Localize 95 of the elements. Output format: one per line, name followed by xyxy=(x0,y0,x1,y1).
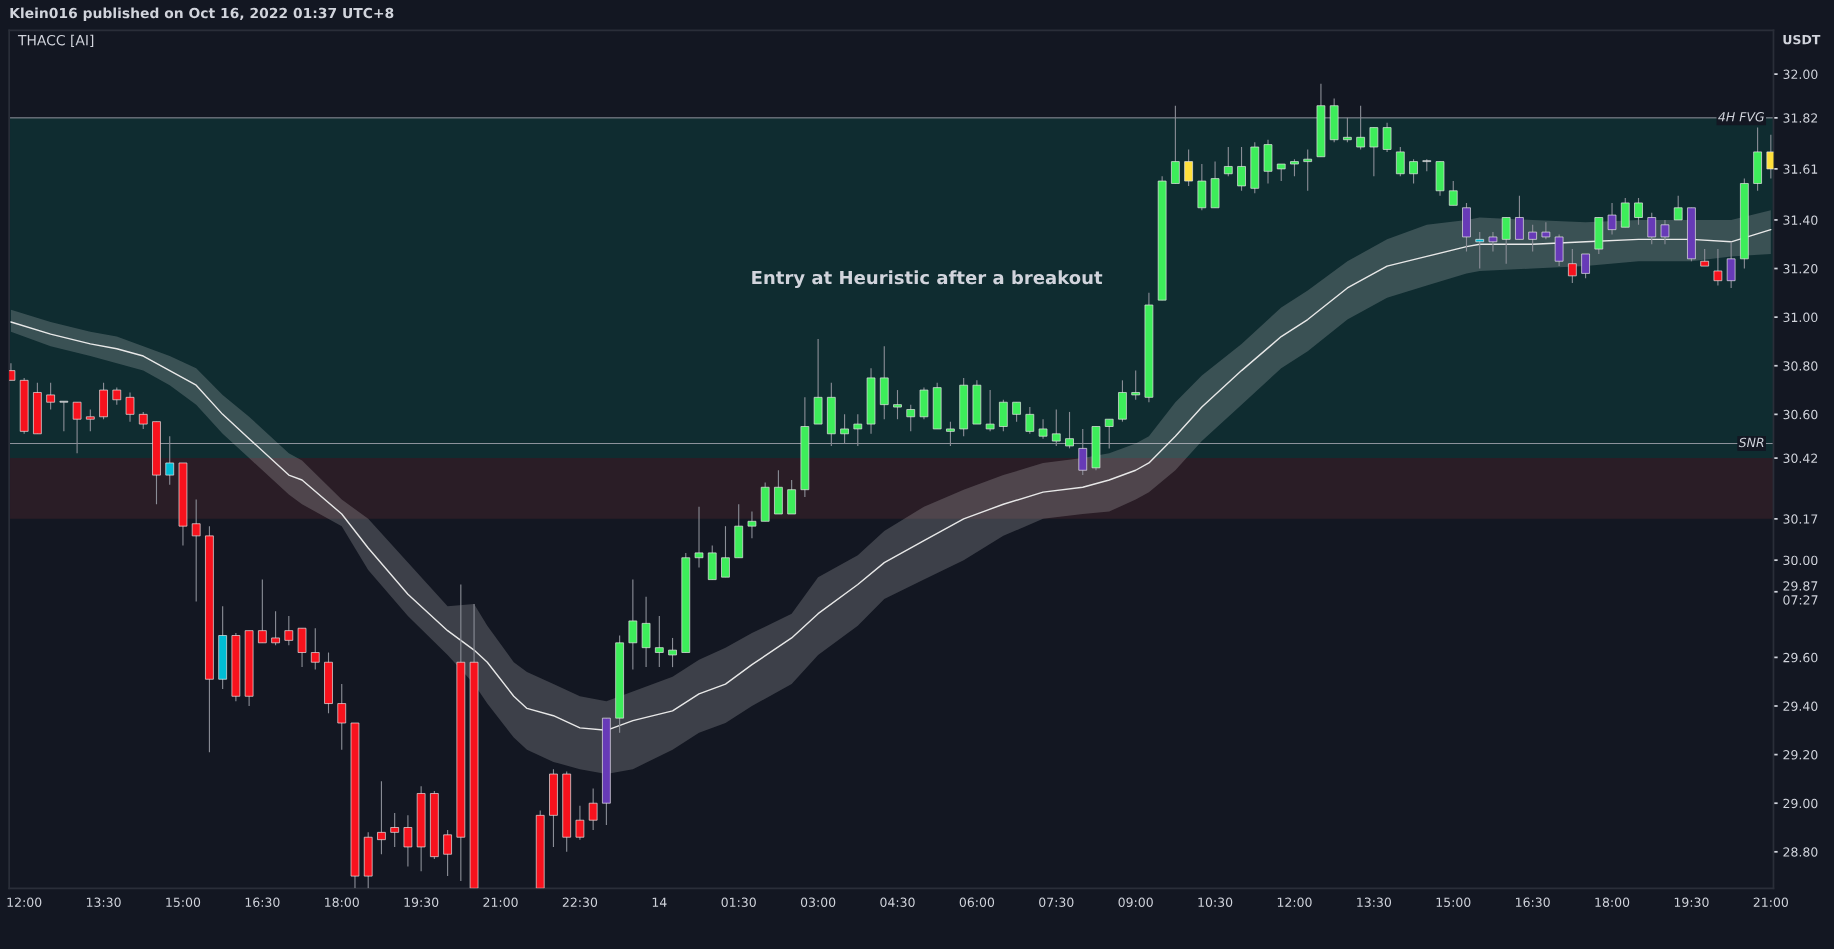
candlestick xyxy=(377,780,386,855)
text: Klein016 published on Oct 16, 2022 01:37 UTC+8 xyxy=(10,7,394,21)
x-tick-label: 16:30 xyxy=(1516,897,1550,907)
candlestick xyxy=(1726,241,1736,289)
candlestick xyxy=(443,829,452,877)
y-tick-label: 30.60 xyxy=(1783,409,1818,420)
candlestick xyxy=(1713,248,1723,287)
y-tick-label: 30.42 xyxy=(1783,453,1818,464)
y-tick-label: 30.00 xyxy=(1783,555,1818,566)
candlestick xyxy=(46,382,55,411)
candlestick xyxy=(1131,370,1140,401)
candlestick xyxy=(575,805,585,841)
x-tick-label: 12:00 xyxy=(1277,897,1312,907)
candlestick xyxy=(1448,180,1458,206)
y-tick-label: 31.20 xyxy=(1783,264,1818,274)
candlestick xyxy=(1568,248,1577,284)
x-tick-label: 22:30 xyxy=(562,897,598,907)
y-tick-label: 29.87 07:27 xyxy=(1783,581,1818,605)
candlestick xyxy=(1581,253,1590,279)
candlestick xyxy=(1409,158,1418,185)
candlestick xyxy=(1382,122,1392,153)
candlestick xyxy=(390,812,399,848)
x-tick-label: 21:00 xyxy=(483,897,518,907)
candlestick xyxy=(258,579,267,644)
y-tick-label: 31.61 xyxy=(1783,164,1818,174)
x-tick-label: 15:00 xyxy=(1436,897,1471,907)
annotation: Entry at Heuristic after a breakout xyxy=(752,270,1103,288)
candlestick xyxy=(1237,146,1246,192)
candlestick xyxy=(906,404,916,432)
y-tick-label: 30.80 xyxy=(1783,361,1818,371)
candlestick xyxy=(1488,231,1498,253)
x-tick-label: 18:00 xyxy=(1595,897,1630,907)
y-tick-label: 31.00 xyxy=(1783,312,1818,323)
x-tick-label: 21:00 xyxy=(1753,897,1789,907)
candlestick xyxy=(59,400,69,432)
candlestick xyxy=(191,498,201,603)
candlestick xyxy=(1025,406,1035,435)
y-tick-label: 28.80 xyxy=(1783,847,1818,857)
x-tick-label: 13:30 xyxy=(86,897,121,907)
candlestick xyxy=(1475,231,1485,270)
candlestick xyxy=(655,615,664,668)
x-tick-label: 07:30 xyxy=(1039,897,1074,907)
candlestick xyxy=(747,511,757,539)
x-tick-label: 18:00 xyxy=(325,897,359,907)
x-tick-label: 10:30 xyxy=(1198,897,1233,907)
candlestick xyxy=(721,525,730,578)
candlestick xyxy=(1303,148,1313,192)
candlestick xyxy=(985,389,995,432)
candlestick xyxy=(1369,127,1379,177)
ref-line-label: SNR xyxy=(1738,437,1764,448)
chart-title: THACC [AI] xyxy=(17,34,94,48)
x-tick-label: 01:30 xyxy=(721,897,756,907)
candlestick xyxy=(1012,401,1021,423)
candlestick xyxy=(1541,221,1551,240)
candlestick xyxy=(1607,202,1617,236)
x-tick-label: 03:00 xyxy=(800,897,836,907)
candlestick xyxy=(893,389,902,420)
y-axis-title: USDT xyxy=(1783,34,1821,45)
x-tick-label: 16:30 xyxy=(245,897,280,907)
candlestick xyxy=(628,579,638,671)
y-tick-label: 32.00 xyxy=(1783,69,1818,80)
y-tick-label: 31.82 xyxy=(1783,113,1818,123)
candlestick xyxy=(284,615,294,646)
candlestick xyxy=(1184,148,1193,187)
x-tick-label: 12:00 xyxy=(7,897,42,907)
candlestick xyxy=(1038,418,1048,440)
y-tick-label: 29.00 xyxy=(1783,798,1818,809)
candlestick xyxy=(1515,195,1524,240)
candlestick xyxy=(668,637,677,668)
candlestick xyxy=(403,814,413,867)
ref-line-label: 4H FVG xyxy=(1718,112,1765,122)
x-tick-label: 04:30 xyxy=(880,897,915,907)
candlestick xyxy=(588,788,598,831)
candlestick xyxy=(1673,195,1683,221)
y-tick-label: 29.60 xyxy=(1783,652,1818,663)
x-tick-label: 09:00 xyxy=(1118,897,1153,907)
candlestick xyxy=(86,408,95,432)
x-tick-label: 06:00 xyxy=(959,897,995,907)
y-tick-label: 29.20 xyxy=(1783,750,1818,760)
y-tick-label: 30.17 xyxy=(1783,514,1818,524)
candlestick xyxy=(125,391,135,423)
candlestick xyxy=(1634,197,1643,226)
x-tick-label: 19:30 xyxy=(404,897,439,907)
candlestick xyxy=(1223,146,1233,177)
x-tick-label: 15:00 xyxy=(166,897,201,907)
x-tick-label: 19:30 xyxy=(1674,897,1709,907)
candlestick xyxy=(271,610,280,646)
y-tick-label: 29.40 xyxy=(1783,701,1818,711)
y-tick-label: 31.40 xyxy=(1783,215,1818,225)
candlestick xyxy=(1396,146,1405,177)
x-tick-label: 14 xyxy=(652,897,667,907)
candlestick xyxy=(310,627,320,671)
x-tick-label: 13:30 xyxy=(1357,897,1392,907)
candlestick xyxy=(337,683,347,751)
candlestick xyxy=(694,506,704,569)
